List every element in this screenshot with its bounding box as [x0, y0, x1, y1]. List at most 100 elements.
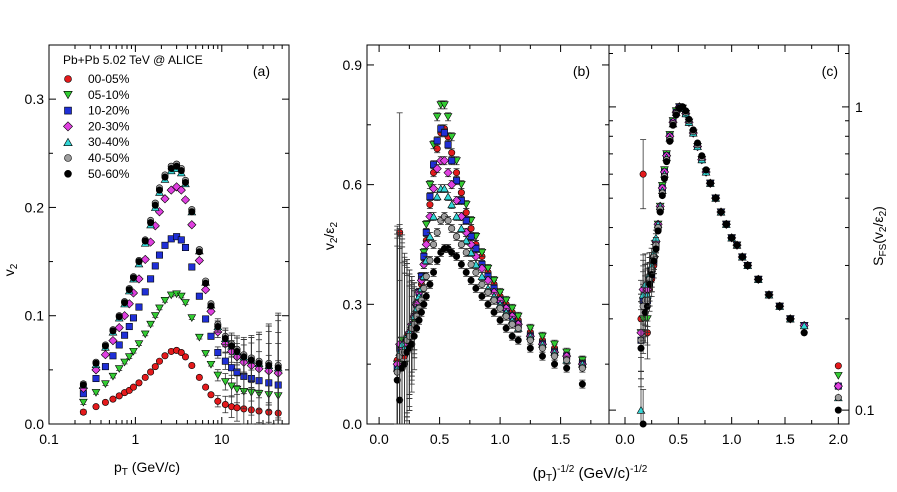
data-point [439, 156, 450, 166]
legend: 00-05% 05-10% 10-20%20-30% 30-40% 40-50% 50-6… [63, 72, 130, 181]
data-point [660, 175, 668, 183]
data-point [425, 232, 435, 240]
data-point [177, 349, 185, 357]
panel-a-xlabel: pT (GeV/c) [114, 459, 180, 478]
y-tick-label: 0.1 [25, 308, 45, 324]
panel-a: 0.1 1 100.00.10.20.3 (a) Pb+Pb 5.02 TeV @ … [1, 44, 290, 478]
data-point [187, 314, 197, 323]
data-point [550, 340, 559, 349]
data-point [443, 113, 453, 121]
data-point [396, 396, 404, 404]
data-point [694, 139, 702, 147]
data-point [161, 352, 169, 360]
data-point [413, 324, 421, 332]
data-point [421, 221, 431, 229]
y-tick-label: 0.6 [343, 177, 363, 193]
data-point [134, 340, 144, 348]
data-point [538, 344, 546, 352]
data-point [121, 331, 129, 339]
panel-c-label: (c) [822, 63, 838, 79]
data-point [728, 234, 736, 242]
y-tick-label: 0.1 [855, 402, 875, 418]
data-point [502, 312, 510, 320]
series-40-50% [637, 103, 842, 402]
data-point [125, 286, 133, 294]
data-point [109, 395, 117, 403]
y-tick-label: 0.3 [25, 91, 45, 107]
y-tick-label: 0.3 [343, 296, 363, 312]
data-point [233, 404, 241, 412]
data-point [457, 224, 466, 233]
data-point [214, 349, 222, 357]
panel-a-frame [48, 44, 290, 425]
data-point [654, 227, 662, 235]
data-point [415, 316, 423, 324]
data-point [109, 352, 117, 360]
data-point [155, 186, 163, 194]
data-point [428, 184, 439, 194]
data-point [685, 115, 693, 123]
data-point [444, 217, 452, 225]
data-point [744, 261, 752, 269]
data-point [265, 362, 273, 370]
data-point [440, 129, 448, 137]
x-tick-label: 10 [214, 431, 230, 447]
data-point [477, 272, 487, 280]
data-point [135, 379, 143, 387]
data-point [195, 248, 203, 256]
legend-label: 10-20% [88, 104, 130, 118]
data-point [447, 180, 457, 190]
data-point [508, 320, 516, 328]
data-point [213, 371, 223, 380]
data-point [472, 284, 480, 292]
data-point [91, 389, 101, 397]
data-point [195, 292, 203, 300]
data-point [195, 373, 203, 381]
data-point [656, 208, 664, 216]
data-point [214, 323, 222, 331]
data-point [206, 360, 216, 369]
data-point [422, 272, 430, 280]
x-tick-label: 1.0 [490, 431, 510, 447]
data-point [233, 347, 241, 355]
data-point [181, 179, 189, 187]
data-point [150, 312, 160, 320]
data-point [551, 352, 559, 360]
data-point [800, 329, 808, 337]
data-point [201, 285, 211, 295]
y-tick-label: 0.0 [25, 416, 45, 432]
data-point [188, 362, 196, 370]
data-point [124, 353, 134, 361]
legend-label: 00-05% [88, 72, 130, 86]
data-point [422, 292, 430, 300]
legend-label: 50-60% [88, 167, 130, 181]
data-point [181, 243, 189, 251]
data-point [538, 352, 546, 360]
data-point [79, 398, 88, 407]
shared-xlabel: (pT)-1/2 (GeV/c)-1/2 [533, 464, 648, 484]
data-point [221, 357, 229, 365]
data-point [443, 168, 453, 178]
data-point [430, 240, 438, 248]
data-point [187, 220, 197, 230]
data-point [141, 373, 149, 381]
data-point [652, 245, 660, 253]
data-point [160, 297, 170, 305]
data-point [451, 196, 462, 206]
data-point [443, 192, 453, 201]
data-point [100, 350, 111, 360]
data-point [140, 330, 150, 339]
data-point [129, 314, 137, 322]
data-point [430, 268, 438, 276]
data-point [478, 292, 486, 300]
legend-marker [63, 137, 73, 146]
data-point [101, 342, 109, 350]
data-point [508, 332, 516, 340]
data-point [120, 358, 129, 367]
data-point [151, 201, 159, 209]
data-point [155, 304, 164, 313]
data-point [833, 372, 843, 380]
data-point [786, 315, 794, 323]
data-point [578, 380, 586, 388]
data-point [420, 284, 428, 292]
